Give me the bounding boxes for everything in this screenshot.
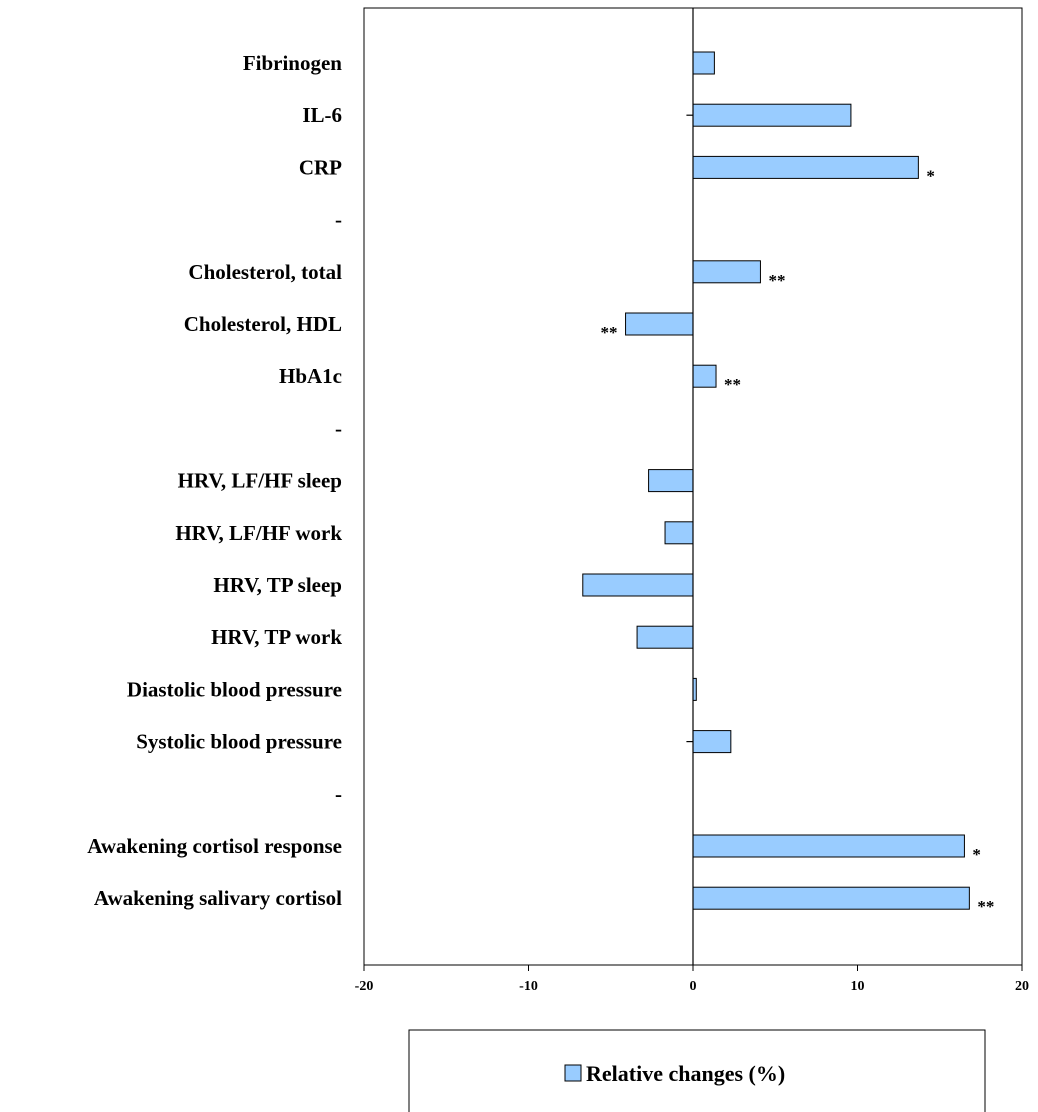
category-label: Awakening salivary cortisol [94,886,342,910]
bar [692,260,761,284]
legend-box [408,1029,986,1112]
bar [692,364,717,388]
category-label: IL-6 [302,103,342,127]
category-label: HRV, TP work [211,625,342,649]
significance-labels: ********** [601,166,995,916]
category-label: - [335,208,342,232]
x-tick-label: 20 [1015,979,1029,994]
category-label: Awakening cortisol response [87,834,342,858]
legend: Relative changes (%) [408,1029,986,1112]
significance-label: ** [601,323,618,342]
significance-label: * [972,845,981,864]
x-tick-label: 10 [851,979,865,994]
category-label: HRV, LF/HF work [175,521,342,545]
bar [692,730,732,754]
category-label: Systolic blood pressure [136,730,342,754]
bar [692,51,715,75]
category-label: Cholesterol, HDL [184,312,342,336]
x-tick-label: -20 [355,979,374,994]
category-label: HRV, LF/HF sleep [178,469,342,493]
significance-label: * [926,166,935,185]
significance-label: ** [977,897,994,916]
bar [582,573,694,597]
legend-label: Relative changes (%) [586,1061,785,1086]
significance-label: ** [768,271,785,290]
bar [625,312,694,336]
category-label: - [335,416,342,440]
bar [664,521,694,545]
category-label: Cholesterol, total [188,260,342,284]
bar [692,886,970,910]
bar [648,469,694,493]
bars-group [582,51,970,910]
x-axis-ticks: -20 -10 0 10 20 [355,965,1029,994]
bar [636,625,694,649]
x-tick-label: -10 [519,979,538,994]
legend-swatch [564,1064,582,1082]
category-label: Fibrinogen [243,51,342,75]
bar [692,834,965,858]
category-label: Diastolic blood pressure [127,677,342,701]
significance-label: ** [724,375,741,394]
category-label: HRV, TP sleep [213,573,342,597]
category-labels: Fibrinogen IL-6 CRP - Cholesterol, total Chol… [87,51,342,910]
category-label: - [335,782,342,806]
category-label: HbA1c [279,364,342,388]
bar [692,155,919,179]
x-tick-label: 0 [690,979,697,994]
category-label: CRP [299,155,342,179]
bar [692,103,852,127]
